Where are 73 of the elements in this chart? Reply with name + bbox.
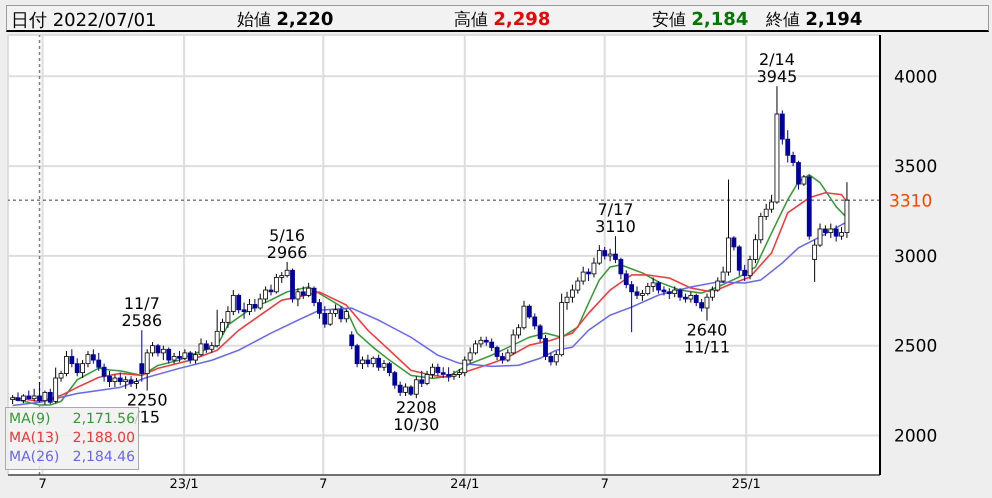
candlestick xyxy=(166,346,172,364)
y-tick-label: 3500 xyxy=(894,157,938,178)
candlestick xyxy=(204,340,209,354)
candlestick xyxy=(365,354,370,368)
y-tick-label: 4000 xyxy=(894,67,938,88)
annotation: 11/7 2586 xyxy=(121,294,162,330)
candlestick xyxy=(32,388,37,402)
ref-line-label: 3310 xyxy=(889,191,932,212)
candlestick xyxy=(306,282,312,298)
candlestick xyxy=(268,284,274,296)
candlestick xyxy=(403,382,408,396)
candlestick xyxy=(134,378,139,390)
candlestick xyxy=(177,350,182,362)
candlestick xyxy=(801,174,806,186)
text: 終値 2,194 xyxy=(766,8,862,31)
annotation: 2640 11/11 xyxy=(684,320,730,357)
x-tick-label: 7 xyxy=(600,477,609,492)
text: MA(13) xyxy=(9,429,60,448)
candlestick xyxy=(48,388,53,405)
candlestick xyxy=(42,390,48,406)
candlestick xyxy=(188,350,193,364)
annotation: 2,171.56 xyxy=(72,411,135,429)
candlestick xyxy=(828,223,834,238)
annotation: 2,188.00 xyxy=(72,429,135,448)
annotation: 2,184.46 xyxy=(72,448,135,467)
candlestick xyxy=(128,376,134,388)
annotation: 2208 10/30 xyxy=(393,398,440,434)
candlestick xyxy=(823,224,828,237)
candlestick xyxy=(419,370,424,388)
candlestick xyxy=(608,248,612,262)
chart-title: 日付 2022/07/01 xyxy=(11,9,156,32)
x-tick-label: 24/1 xyxy=(450,477,480,492)
candlestick xyxy=(300,286,306,300)
candlestick xyxy=(252,298,258,312)
candlestick xyxy=(160,345,166,361)
x-tick-label: 7 xyxy=(319,477,328,492)
candlestick xyxy=(338,306,344,323)
candlestick xyxy=(586,268,591,282)
candlestick xyxy=(172,352,176,364)
candlestick xyxy=(360,356,365,370)
y-tick-label: 3000 xyxy=(894,246,938,267)
candlestick xyxy=(37,381,42,403)
annotation: 2/14 3945 xyxy=(756,50,798,86)
annotation: 5/16 2966 xyxy=(266,226,308,262)
candlestick xyxy=(123,376,128,390)
candlestick xyxy=(382,360,386,372)
candlestick xyxy=(156,343,160,357)
candlestick xyxy=(414,376,419,399)
y-tick-label: 2500 xyxy=(894,336,938,357)
candlestick xyxy=(370,356,376,368)
candlestick xyxy=(602,246,608,260)
x-tick-label: 25/1 xyxy=(732,477,761,492)
series-label: MA(9) xyxy=(9,410,50,429)
candlestick xyxy=(834,224,839,242)
candlestick xyxy=(408,384,414,396)
y-tick-label: 2000 xyxy=(894,426,938,447)
candlestick xyxy=(118,372,123,386)
candlestick xyxy=(376,354,382,372)
text: 始値 2,220 xyxy=(237,8,334,31)
candlestick xyxy=(672,286,678,298)
x-tick-label: 23/1 xyxy=(169,477,199,492)
annotation: 7/17 3110 xyxy=(595,200,636,236)
candlestick xyxy=(344,309,349,323)
candlestick xyxy=(247,298,252,316)
text: MA(26) xyxy=(9,448,60,467)
candlestick xyxy=(139,330,144,382)
text: 安値 2,184 xyxy=(652,8,748,31)
candlestick xyxy=(182,348,188,361)
candlestick xyxy=(296,288,300,307)
candlestick xyxy=(688,291,694,304)
candlestick xyxy=(112,374,118,388)
x-tick-label: 7 xyxy=(38,477,47,492)
text: 高値 2,298 xyxy=(454,8,550,31)
